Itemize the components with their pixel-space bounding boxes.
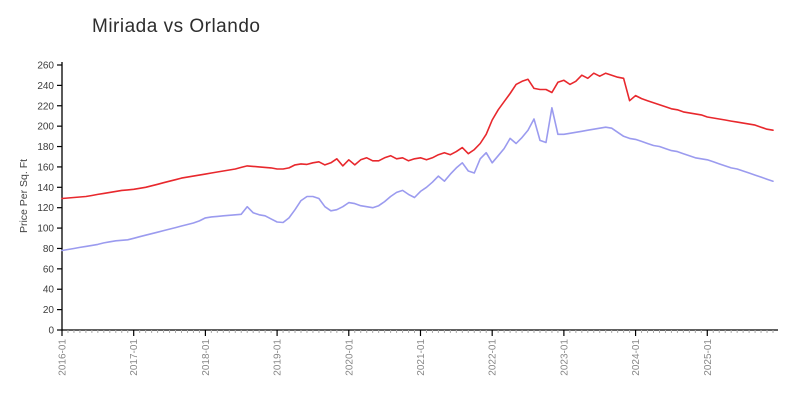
x-tick-label: 2020-01 [344,339,355,376]
y-tick-label: 40 [43,285,55,296]
y-tick-label: 120 [37,203,54,214]
y-tick-label: 240 [37,81,54,92]
y-tick-label: 160 [37,162,54,173]
y-tick-label: 100 [37,224,54,235]
x-tick-label: 2019-01 [273,339,284,376]
x-tick-label: 2016-01 [58,339,69,376]
y-tick-label: 260 [37,61,54,72]
x-tick-label: 2022-01 [488,339,499,376]
x-tick-label: 2021-01 [416,339,427,376]
chart-line-orlando [61,107,774,252]
x-tick-label: 2025-01 [703,339,714,376]
chart-title: Miriada vs Orlando [92,16,261,37]
x-tick-label: 2017-01 [129,339,140,376]
y-tick-label: 80 [43,244,55,255]
chart-line-miriada [61,72,774,200]
y-tick-label: 140 [37,183,54,194]
axis-spines [61,62,778,331]
y-tick-label: 200 [37,122,54,133]
y-tick-label: 220 [37,101,54,112]
x-tick-label: 2023-01 [559,339,570,376]
y-tick-label: 0 [48,326,54,337]
y-tick-label: 180 [37,142,54,153]
x-tick-label: 2024-01 [631,339,642,376]
x-tick-label: 2018-01 [201,339,212,376]
y-tick-label: 20 [43,305,55,316]
y-tick-label: 60 [43,264,55,275]
y-axis-label: Price Per Sq. Ft [18,158,30,234]
